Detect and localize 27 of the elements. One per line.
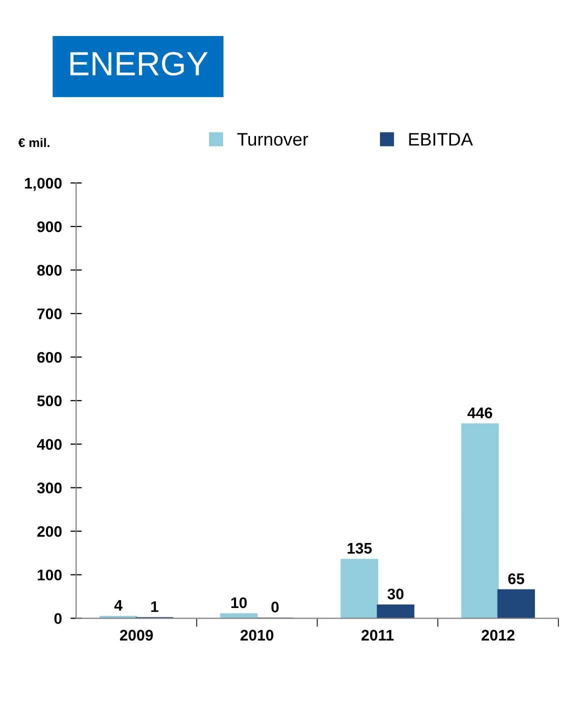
data-label: 1: [151, 601, 158, 612]
data-label: 10: [231, 597, 247, 608]
data-label: 65: [508, 573, 524, 584]
y-tick-label: 300: [37, 482, 62, 494]
x-tick-label: 2010: [240, 630, 274, 641]
x-tick-label: 2009: [120, 630, 153, 641]
data-label: 0: [271, 602, 279, 612]
x-tick-label: 2012: [482, 630, 514, 641]
y-tick-label: 200: [37, 526, 62, 537]
y-tick-label: 500: [37, 395, 62, 406]
legend-label: Turnover: [237, 133, 308, 146]
y-tick-label: 600: [37, 352, 62, 363]
x-tick-label: 2011: [361, 630, 394, 641]
data-label: 135: [348, 542, 372, 554]
y-axis-title: € mil.: [18, 138, 50, 148]
data-label: 30: [387, 588, 404, 600]
y-tick-label: 800: [37, 264, 62, 276]
y-tick-label: 0: [54, 613, 62, 624]
legend-label: EBITDA: [409, 133, 473, 146]
data-label: 4: [114, 600, 122, 611]
y-tick-label: 400: [36, 439, 62, 450]
y-tick-label: 1,000: [24, 178, 62, 191]
data-label: 446: [467, 408, 492, 418]
y-tick-label: 100: [38, 570, 62, 580]
y-tick-label: 700: [37, 308, 62, 320]
y-tick-label: 900: [37, 221, 62, 232]
chart-title: ENERGY: [70, 52, 208, 76]
